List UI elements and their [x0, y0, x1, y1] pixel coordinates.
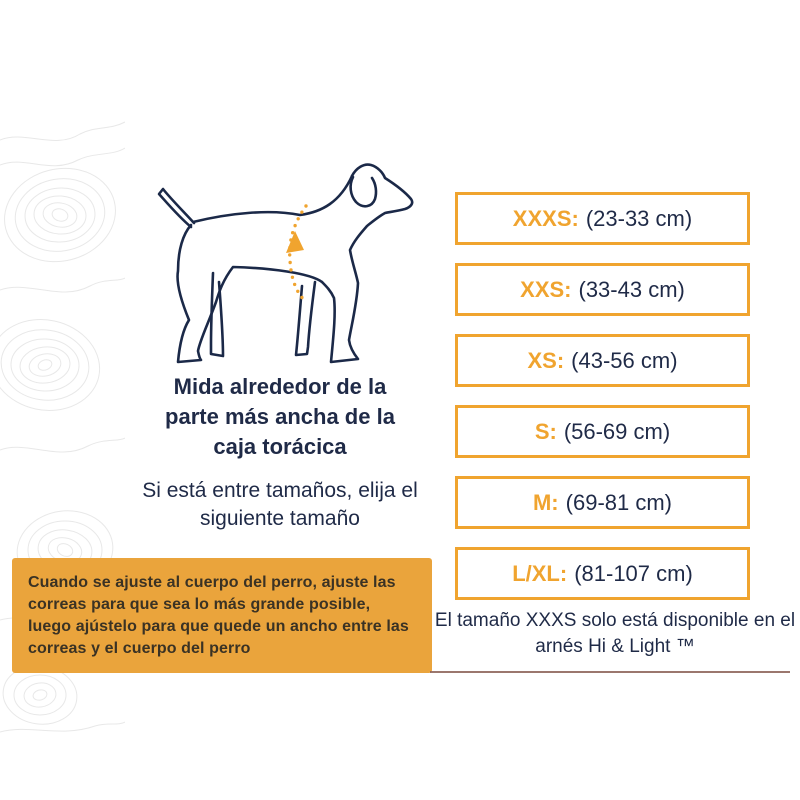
- dog-far-hind-leg: [209, 271, 225, 358]
- size-label: S:: [534, 418, 557, 444]
- measure-arrow-up-icon: [286, 231, 304, 253]
- measuring-tape-arc: [288, 204, 308, 303]
- size-range: (43-56 cm): [571, 347, 678, 373]
- measure-instruction: Mida alrededor de la parte más ancha de …: [105, 372, 455, 462]
- size-label: XXS:: [520, 276, 572, 302]
- dog-illustration: [150, 140, 460, 390]
- between-sizes-line: siguiente tamaño: [200, 507, 360, 530]
- dog-ear: [349, 175, 378, 208]
- size-range: (23-33 cm): [585, 205, 693, 231]
- size-box-s: S: (56-69 cm): [455, 405, 750, 458]
- size-range: (56-69 cm): [563, 418, 671, 444]
- size-label: XXXS:: [512, 205, 579, 231]
- between-sizes-line: Si está entre tamaños, elija el: [142, 479, 418, 502]
- size-range: (81-107 cm): [574, 560, 693, 586]
- size-box-xxxs: XXXS: (23-33 cm): [455, 192, 750, 245]
- measure-instruction-line: caja torácica: [213, 434, 347, 459]
- callout-line: correas y el cuerpo del perro: [28, 640, 251, 657]
- measure-instruction-line: parte más ancha de la: [165, 404, 395, 429]
- footnote-line: arnés Hi & Light ™: [535, 636, 695, 657]
- dog-head-front-line: [320, 163, 414, 364]
- size-box-lxl: L/XL: (81-107 cm): [455, 547, 750, 600]
- dog-tail: [157, 187, 196, 229]
- size-box-xs: XS: (43-56 cm): [455, 334, 750, 387]
- bottom-divider-line: [430, 671, 790, 673]
- footnote-line: El tamaño XXXS solo está disponible en e…: [434, 610, 796, 631]
- dog-far-front-leg: [294, 280, 317, 357]
- size-range: (33-43 cm): [578, 276, 685, 302]
- measure-instruction-line: Mida alrededor de la: [173, 374, 387, 399]
- size-range: (69-81 cm): [565, 489, 672, 515]
- callout-line: correas para que sea lo más grande posib…: [28, 596, 371, 613]
- fit-adjustment-callout: Cuando se ajuste al cuerpo del perro, aj…: [12, 558, 432, 673]
- size-label: M:: [532, 489, 559, 515]
- dog-back-line: [191, 174, 354, 224]
- size-label: XS:: [527, 347, 565, 373]
- callout-line: luego ajústelo para que quede un ancho e…: [28, 618, 409, 635]
- size-label: L/XL:: [512, 560, 568, 586]
- size-chart: XXXS: (23-33 cm) XXS: (33-43 cm) XS: (43…: [455, 192, 750, 600]
- between-sizes-note: Si está entre tamaños, elija el siguient…: [105, 477, 455, 533]
- callout-line: Cuando se ajuste al cuerpo del perro, aj…: [28, 574, 396, 591]
- size-box-xxs: XXS: (33-43 cm): [455, 263, 750, 316]
- size-box-m: M: (69-81 cm): [455, 476, 750, 529]
- dog-belly-hind-line: [176, 223, 324, 364]
- xxxs-availability-footnote: El tamaño XXXS solo está disponible en e…: [432, 608, 798, 660]
